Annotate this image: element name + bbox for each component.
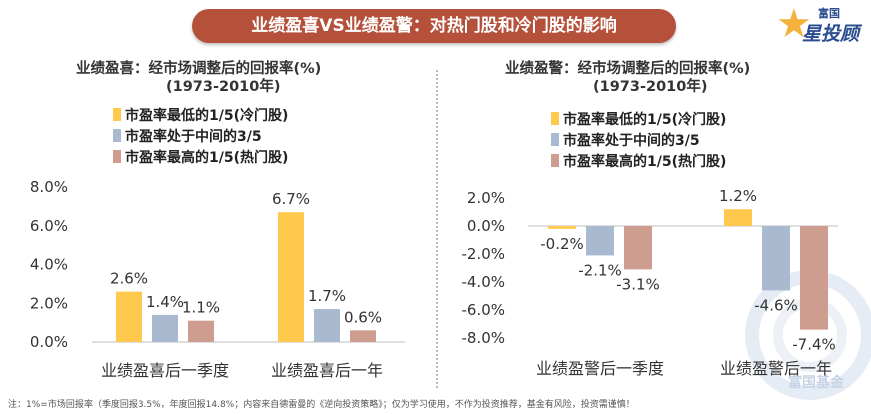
legend-left: 市盈率最低的1/5(冷门股) 市盈率处于中间的3/5 市盈率最高的1/5(热门股… [113,106,288,169]
legend-item-mid: 市盈率处于中间的3/5 [551,131,726,152]
y-tick-label: -6.0% [461,301,505,319]
y-tick-label: 2.0% [30,294,68,312]
panel-divider [436,70,438,388]
legend-swatch-mid [551,133,559,146]
y-tick-label: -4.0% [461,273,505,291]
legend-label-mid: 市盈率处于中间的3/5 [125,129,262,145]
bar-mid [314,309,340,342]
legend-item-hot: 市盈率最高的1/5(热门股) [113,148,288,169]
y-tick-label: -8.0% [461,329,505,347]
chart-title-left: 业绩盈喜：经市场调整后的回报率(%) (1973-2010年) [76,60,321,96]
legend-label-hot: 市盈率最高的1/5(热门股) [125,150,289,166]
y-tick-label: 4.0% [30,256,68,274]
data-label: 1.1% [182,299,220,317]
x-category-label: 业绩盈喜后一季度 [101,361,229,380]
bar-hot [800,226,828,330]
bar-cold [116,291,142,342]
legend-item-hot: 市盈率最高的1/5(热门股) [551,152,726,173]
chart-title-right-main: 业绩盈警：经市场调整后的回报率(%) [505,61,751,77]
data-label: -4.6% [754,296,798,314]
data-label: 1.2% [719,187,757,205]
legend-label-cold: 市盈率最低的1/5(冷门股) [563,112,727,128]
data-label: -0.2% [540,235,584,253]
y-tick-label: -2.0% [461,245,505,263]
watermark-text: 富国基金 [788,375,844,391]
legend-label-hot: 市盈率最高的1/5(热门股) [563,154,727,170]
data-label: 2.6% [110,270,148,288]
legend-item-mid: 市盈率处于中间的3/5 [113,127,288,148]
legend-label-cold: 市盈率最低的1/5(冷门股) [125,108,289,124]
logo-top-text: 富国 [818,7,840,20]
legend-swatch-hot [113,150,121,163]
bar-hot [188,320,214,342]
y-tick-label: 6.0% [30,217,68,235]
y-tick-label: 2.0% [467,189,505,207]
data-label: -3.1% [616,275,660,293]
bar-cold [278,212,304,342]
legend-item-cold: 市盈率最低的1/5(冷门股) [551,110,726,131]
legend-swatch-mid [113,129,121,142]
footnote: 注：1%=市场回报率（季度回报3.5%，年度回报14.8%；内容来自德雷曼的《逆… [8,400,635,410]
chart-subtitle-left: (1973-2010年) [166,79,281,95]
star-icon: ★ [776,1,812,47]
bar-cold [548,226,576,229]
bar-mid [586,226,614,256]
legend-swatch-cold [551,112,559,125]
bar-mid [762,226,790,291]
data-label: 0.6% [344,308,382,326]
y-tick-label: 8.0% [30,178,68,196]
legend-right: 市盈率最低的1/5(冷门股) 市盈率处于中间的3/5 市盈率最高的1/5(热门股… [551,110,726,173]
legend-label-mid: 市盈率处于中间的3/5 [563,133,700,149]
legend-swatch-cold [113,108,121,121]
bar-mid [152,314,178,342]
chart-subtitle-right: (1973-2010年) [593,79,708,95]
y-tick-label: 0.0% [30,333,68,351]
data-label: 1.7% [308,287,346,305]
data-label: -7.4% [792,336,836,354]
bar-hot [624,226,652,270]
data-label: 6.7% [272,190,310,208]
x-category-label: 业绩盈警后一季度 [536,359,664,378]
banner-title: 业绩盈喜VS业绩盈警：对热门股和冷门股的影响 [192,9,676,43]
logo-bottom-text: 星投顾 [802,23,860,45]
data-label: 1.4% [146,293,184,311]
x-category-label: 业绩盈警后一年 [720,359,832,378]
brand-logo: ★ 富国 星投顾 [776,4,866,48]
bar-hot [350,330,376,342]
legend-item-cold: 市盈率最低的1/5(冷门股) [113,106,288,127]
chart-title-left-main: 业绩盈喜：经市场调整后的回报率(%) [76,61,322,77]
chart-title-right: 业绩盈警：经市场调整后的回报率(%) (1973-2010年) [505,60,750,96]
bar-cold [724,209,752,226]
y-tick-label: 0.0% [467,217,505,235]
legend-swatch-hot [551,154,559,167]
x-category-label: 业绩盈喜后一年 [271,361,383,380]
data-label: -2.1% [578,261,622,279]
